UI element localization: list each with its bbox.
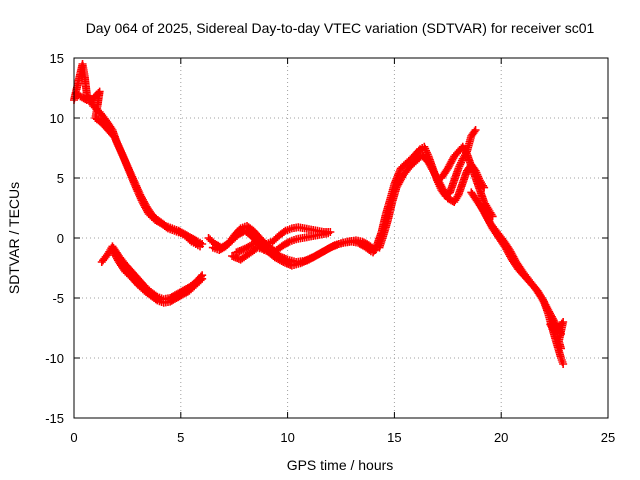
- y-tick-label: -5: [52, 291, 64, 306]
- data-point: [134, 187, 143, 196]
- data-point: [112, 138, 121, 147]
- data-point: [284, 238, 293, 247]
- data-point: [132, 181, 141, 190]
- x-axis-title: GPS time / hours: [287, 457, 394, 473]
- y-tick-label: 5: [57, 171, 64, 186]
- data-point: [122, 160, 131, 169]
- series-sat-track-b: [72, 87, 207, 248]
- data-point: [538, 295, 547, 304]
- data-point: [324, 229, 333, 238]
- data-point: [128, 172, 137, 181]
- data-point: [130, 178, 139, 187]
- x-tick-label: 10: [280, 430, 294, 445]
- data-point: [111, 135, 120, 143]
- data-point: [114, 142, 123, 151]
- series-sat-track-j: [375, 151, 489, 252]
- data-points: [70, 60, 568, 368]
- series-sat-track-d: [108, 246, 207, 307]
- data-point: [129, 174, 138, 183]
- data-point: [129, 176, 138, 185]
- data-point: [126, 169, 135, 178]
- data-point: [119, 153, 128, 161]
- data-point: [453, 192, 462, 201]
- data-point: [196, 276, 205, 285]
- series-sat-track-k: [437, 142, 497, 221]
- data-point: [116, 145, 125, 154]
- x-tick-label: 5: [177, 430, 184, 445]
- data-point: [121, 158, 130, 167]
- data-point: [135, 189, 144, 197]
- data-point: [127, 171, 136, 179]
- series-sat-track-n: [546, 318, 568, 353]
- data-point: [117, 149, 126, 158]
- data-point: [124, 163, 133, 172]
- data-point: [110, 133, 119, 142]
- data-point: [120, 156, 129, 165]
- series-sat-track-f: [208, 226, 333, 257]
- data-point: [118, 151, 127, 160]
- data-point: [198, 240, 207, 248]
- data-point: [133, 185, 142, 194]
- data-point: [113, 140, 122, 149]
- x-tick-label: 0: [70, 430, 77, 445]
- data-point: [470, 127, 479, 136]
- data-point: [125, 165, 134, 174]
- data-point: [471, 126, 480, 134]
- grid-lines: [74, 58, 608, 418]
- x-axis-ticks: 0 5 10 15 20 25: [70, 58, 615, 445]
- data-point: [559, 360, 568, 368]
- data-point: [125, 167, 134, 176]
- y-tick-label: -10: [45, 351, 64, 366]
- y-axis-title: SDTVAR / TECUs: [6, 182, 22, 294]
- data-point: [131, 180, 140, 188]
- chart-title: Day 064 of 2025, Sidereal Day-to-day VTE…: [86, 20, 595, 36]
- y-axis-ticks: -15 -10 -5 0 5 10 15: [45, 51, 608, 426]
- data-point: [247, 240, 256, 249]
- y-tick-label: 0: [57, 231, 64, 246]
- y-tick-label: 10: [50, 111, 64, 126]
- data-point: [557, 344, 566, 353]
- data-point: [116, 147, 125, 156]
- x-tick-label: 15: [387, 430, 401, 445]
- x-tick-label: 25: [601, 430, 615, 445]
- data-point: [115, 144, 124, 152]
- data-point: [112, 136, 121, 145]
- y-tick-label: -15: [45, 411, 64, 426]
- data-point: [120, 154, 129, 163]
- data-point: [133, 183, 142, 192]
- plot-frame: [73, 57, 609, 419]
- data-point: [123, 162, 132, 170]
- x-tick-label: 20: [494, 430, 508, 445]
- data-point: [198, 274, 207, 283]
- data-point: [461, 148, 470, 157]
- y-tick-label: 15: [50, 51, 64, 66]
